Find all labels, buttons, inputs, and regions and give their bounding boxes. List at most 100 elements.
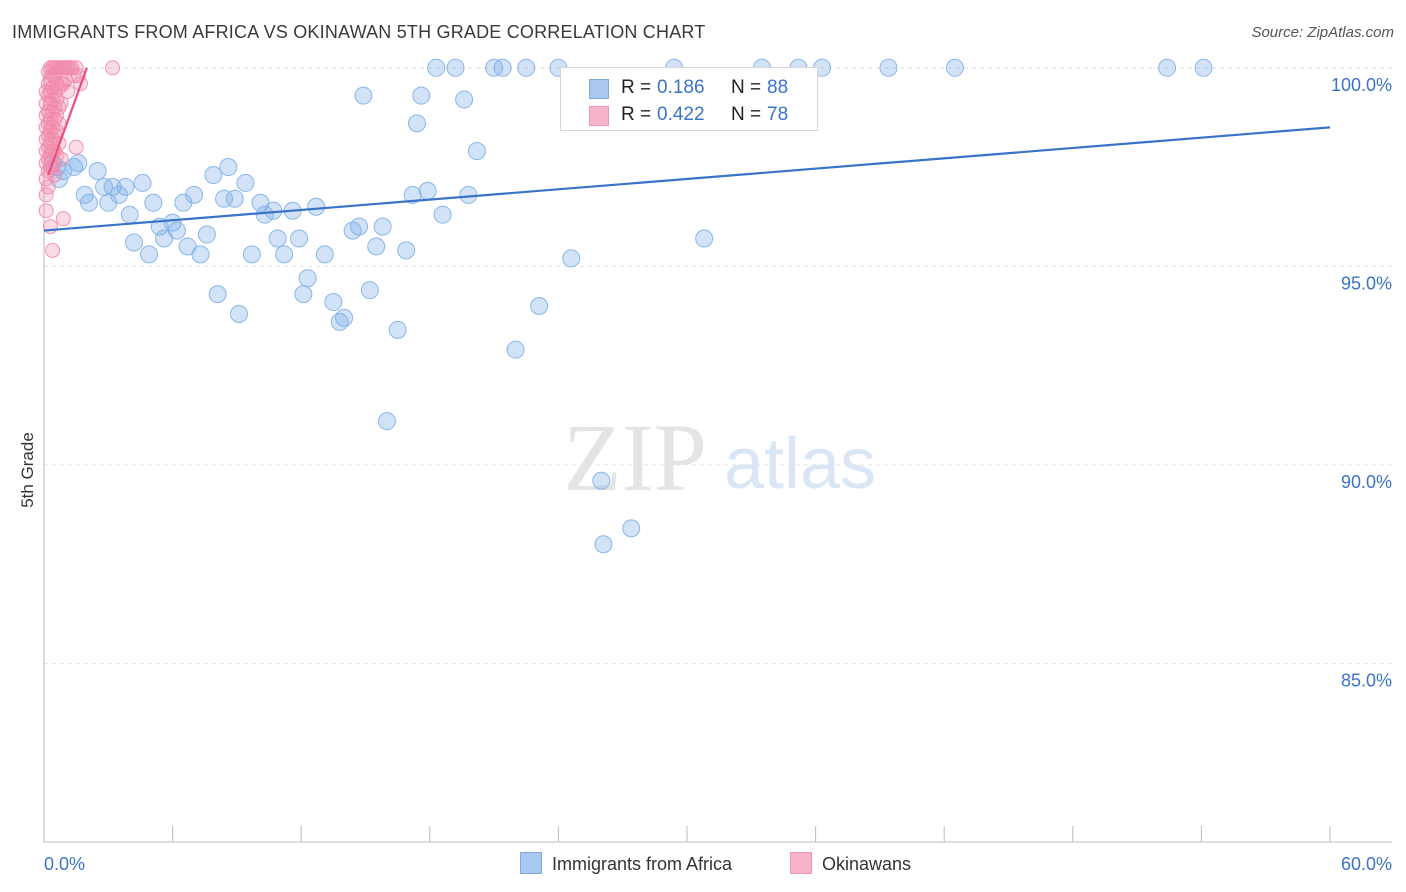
point-africa — [412, 86, 431, 105]
point-africa — [1158, 58, 1177, 77]
point-africa — [298, 269, 317, 288]
point-okinawans — [47, 167, 63, 183]
point-africa — [459, 185, 478, 204]
point-okinawans — [49, 76, 65, 92]
point-okinawans — [60, 84, 76, 100]
point-africa — [69, 154, 88, 173]
point-africa — [403, 185, 422, 204]
point-africa — [204, 165, 223, 184]
point-africa — [367, 237, 386, 256]
gridlines — [44, 67, 1392, 664]
legend-swatch-africa — [589, 79, 609, 99]
axes — [43, 70, 1392, 843]
point-africa — [225, 189, 244, 208]
point-africa — [290, 229, 309, 248]
point-africa — [1194, 58, 1213, 77]
point-africa — [251, 193, 270, 212]
point-okinawans — [38, 203, 54, 219]
point-africa — [493, 58, 512, 77]
legend-row-okinawans: R = 0.422 N = 78 — [561, 100, 817, 130]
point-okinawans — [51, 115, 67, 131]
point-africa — [185, 185, 204, 204]
stats-legend: R = 0.186 N = 88 R = 0.422 N = 78 — [560, 67, 818, 131]
point-okinawans — [53, 96, 69, 112]
tick-labels: 100.0% 95.0% 90.0% 85.0% 0.0% 60.0% — [44, 75, 1392, 874]
point-africa — [167, 221, 186, 240]
series-okinawans — [38, 60, 121, 258]
point-okinawans — [40, 179, 56, 195]
point-africa — [945, 58, 964, 77]
point-africa — [517, 58, 536, 77]
point-africa — [255, 205, 274, 224]
point-africa — [373, 217, 392, 236]
point-africa — [324, 293, 343, 312]
legend-swatch-africa-bottom — [520, 852, 542, 874]
trend-line-okinawans — [47, 67, 88, 176]
point-okinawans — [55, 76, 71, 92]
point-africa — [125, 233, 144, 252]
point-africa — [80, 193, 99, 212]
x-tick-label-min: 0.0% — [44, 854, 85, 874]
point-africa — [242, 245, 261, 264]
point-africa — [133, 173, 152, 192]
legend-item-okinawans: Okinawans — [790, 852, 911, 875]
r-value-africa: 0.186 — [657, 77, 705, 98]
point-africa — [335, 308, 354, 327]
point-africa — [354, 86, 373, 105]
legend-label-okinawans: Okinawans — [822, 854, 912, 874]
point-africa — [594, 535, 613, 554]
legend-label-africa: Immigrants from Africa — [552, 854, 733, 874]
point-okinawans — [51, 99, 67, 115]
n-value-okinawans: 78 — [767, 104, 789, 125]
point-africa — [388, 320, 407, 339]
point-africa — [219, 158, 238, 177]
y-tick-label: 90.0% — [1341, 472, 1392, 492]
point-africa — [350, 217, 369, 236]
r-label-africa: R = — [621, 77, 652, 98]
point-africa — [397, 241, 416, 260]
n-value-africa: 88 — [767, 77, 789, 98]
point-africa — [433, 205, 452, 224]
point-africa — [622, 519, 641, 538]
point-africa — [294, 285, 313, 304]
point-okinawans — [68, 139, 84, 155]
point-africa — [236, 173, 255, 192]
point-africa — [191, 245, 210, 264]
point-okinawans — [55, 211, 71, 227]
point-africa — [116, 177, 135, 196]
point-africa — [155, 229, 174, 248]
point-africa — [307, 197, 326, 216]
trend-line-africa — [43, 126, 1331, 232]
n-label-okinawans: N = — [731, 104, 762, 125]
point-africa — [230, 304, 249, 323]
point-africa — [268, 229, 287, 248]
legend-swatch-okinawans-bottom — [790, 852, 812, 874]
watermark-atlas: atlas — [724, 424, 876, 504]
point-africa — [562, 249, 581, 268]
point-africa — [530, 297, 549, 316]
point-africa — [418, 181, 437, 200]
data-points — [38, 58, 1213, 554]
chart-title: IMMIGRANTS FROM AFRICA VS OKINAWAN 5TH G… — [12, 22, 706, 42]
point-africa — [695, 229, 714, 248]
point-africa — [208, 285, 227, 304]
point-africa — [197, 225, 216, 244]
point-africa — [467, 142, 486, 161]
point-africa — [592, 471, 611, 490]
y-axis-label: 5th Grade — [18, 432, 37, 508]
source-label: Source: ZipAtlas.com — [1251, 24, 1394, 41]
y-tick-label: 100.0% — [1331, 75, 1392, 95]
watermark-zip: ZIP — [563, 404, 707, 511]
point-africa — [446, 58, 465, 77]
point-africa — [427, 58, 446, 77]
y-tick-label: 85.0% — [1341, 670, 1392, 690]
point-africa — [879, 58, 898, 77]
point-africa — [120, 205, 139, 224]
point-okinawans — [105, 60, 121, 76]
point-africa — [407, 114, 426, 133]
n-label-africa: N = — [731, 77, 762, 98]
point-africa — [88, 162, 107, 181]
point-africa — [275, 245, 294, 264]
y-tick-label: 95.0% — [1341, 273, 1392, 293]
point-africa — [315, 245, 334, 264]
